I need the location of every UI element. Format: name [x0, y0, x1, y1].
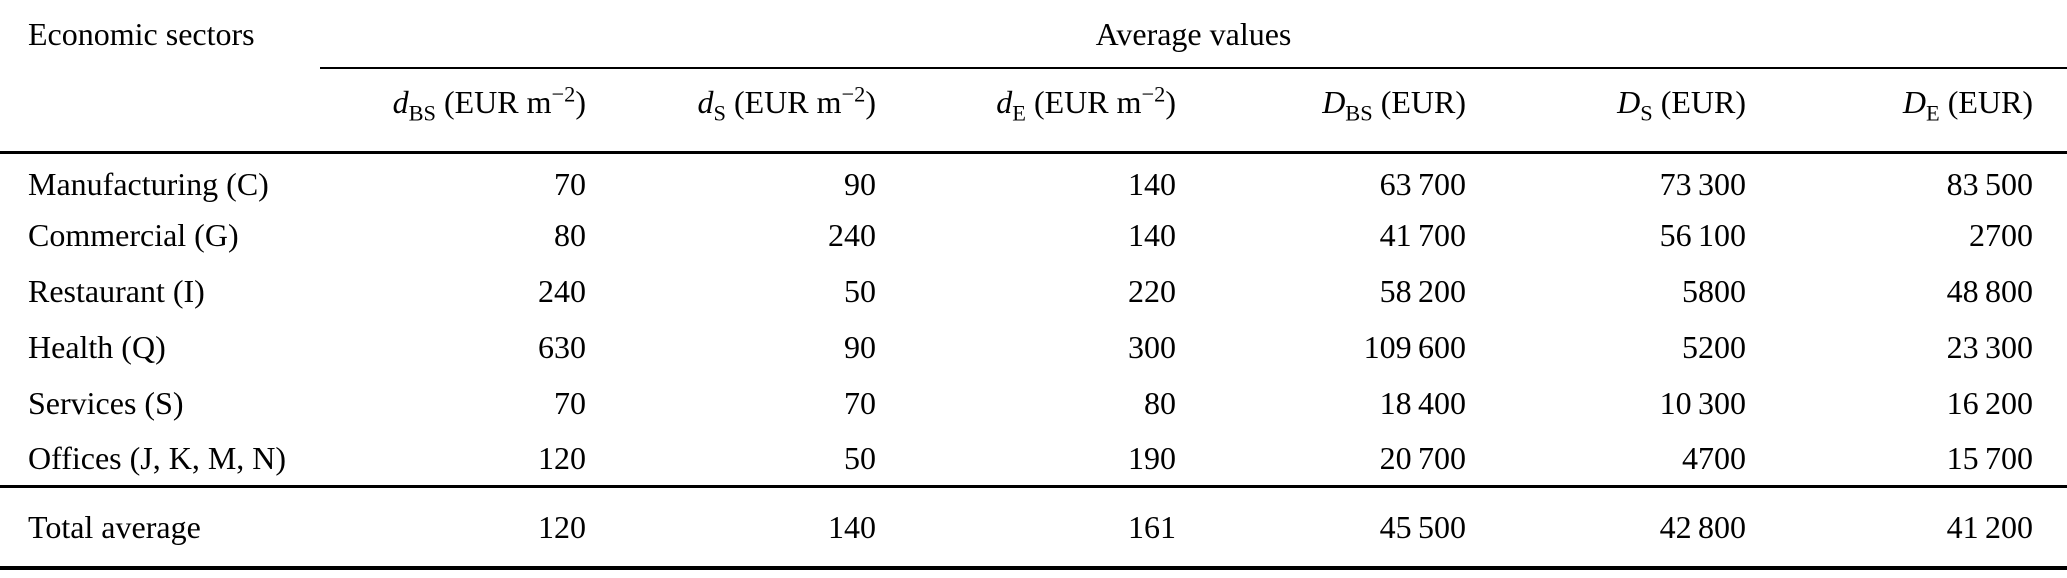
column-superscript: −2: [841, 81, 866, 107]
group-header-row: Economic sectors Average values: [0, 4, 2067, 69]
value-cell: 20 700: [1379, 439, 1466, 476]
value-cell: 58 200: [1379, 272, 1466, 309]
value-cell: 2700: [1969, 217, 2033, 254]
column-unit-close: ): [1165, 84, 1176, 121]
table-row-manufacturing: Manufacturing (C) 70 90 140 63 700 73 30…: [0, 152, 2067, 208]
value-cell: 45 500: [1210, 485, 1500, 571]
value-cell: 18 400: [1379, 384, 1466, 421]
value-cell: 120: [538, 439, 586, 476]
sector-cell: Commercial (G): [28, 217, 239, 254]
value-cell: 300: [1128, 328, 1176, 365]
column-unit-close: ): [575, 84, 586, 121]
table-header: Economic sectors Average values dBS (EUR…: [0, 4, 2067, 154]
economic-sectors-table: Economic sectors Average values dBS (EUR…: [0, 4, 2067, 571]
empty-corner-cell: [0, 68, 320, 154]
value-cell: 5200: [1682, 328, 1746, 365]
value-cell: 190: [1128, 439, 1176, 476]
value-cell: 23 300: [1946, 328, 2033, 365]
value-cell: 10 300: [1659, 384, 1746, 421]
table-body: Manufacturing (C) 70 90 140 63 700 73 30…: [0, 152, 2067, 571]
column-subscript: BS: [408, 100, 436, 126]
value-cell: 50: [844, 439, 876, 476]
column-header-cap-ds: DS (EUR): [1500, 68, 1780, 154]
column-subscript: E: [1926, 100, 1940, 126]
sector-cell: Restaurant (I): [28, 272, 205, 309]
value-cell: 80: [554, 217, 586, 254]
value-cell: 48 800: [1946, 272, 2033, 309]
column-subscript: S: [713, 100, 726, 126]
corner-header: Economic sectors: [28, 16, 255, 52]
column-unit-close: ): [865, 84, 876, 121]
value-cell: 630: [538, 328, 586, 365]
value-cell: 140: [1128, 217, 1176, 254]
column-symbol: d: [697, 84, 714, 121]
table-row-services: Services (S) 70 70 80 18 400 10 300 16 2…: [0, 375, 2067, 431]
value-cell: 83 500: [1946, 166, 2033, 203]
column-superscript: −2: [551, 81, 576, 107]
value-cell: 90: [844, 166, 876, 203]
value-cell: 90: [844, 328, 876, 365]
column-unit: (EUR m: [435, 84, 552, 121]
table-row-restaurant: Restaurant (I) 240 50 220 58 200 5800 48…: [0, 264, 2067, 320]
sector-cell: Services (S): [28, 384, 184, 421]
value-cell: 140: [620, 485, 910, 571]
value-cell: 16 200: [1946, 384, 2033, 421]
column-symbol: D: [1902, 84, 1926, 121]
column-symbol: d: [996, 84, 1013, 121]
sector-cell: Health (Q): [28, 328, 166, 365]
sector-cell: Total average: [0, 485, 320, 571]
column-symbol: d: [392, 84, 409, 121]
value-cell: 70: [554, 166, 586, 203]
table-row-health: Health (Q) 630 90 300 109 600 5200 23 30…: [0, 319, 2067, 375]
column-superscript: −2: [1141, 81, 1166, 107]
column-header-row: dBS (EUR m−2) dS (EUR m−2) dE (EUR m−2) …: [0, 68, 2067, 154]
value-cell: 70: [844, 384, 876, 421]
sector-cell: Manufacturing (C): [28, 166, 269, 203]
value-cell: 41 700: [1379, 217, 1466, 254]
value-cell: 80: [1144, 384, 1176, 421]
column-unit: (EUR): [1939, 84, 2033, 121]
column-unit: (EUR m: [1025, 84, 1142, 121]
column-symbol: D: [1322, 84, 1346, 121]
value-cell: 109 600: [1363, 328, 1466, 365]
table-row-offices: Offices (J, K, M, N) 120 50 190 20 700 4…: [0, 431, 2067, 487]
column-unit: (EUR): [1372, 84, 1466, 121]
column-symbol: D: [1617, 84, 1641, 121]
sector-cell: Offices (J, K, M, N): [28, 439, 287, 476]
column-subscript: BS: [1345, 100, 1373, 126]
column-header-dbs: dBS (EUR m−2): [320, 68, 620, 154]
value-cell: 56 100: [1659, 217, 1746, 254]
table-row-total-average: Total average 120 140 161 45 500 42 800 …: [0, 485, 2067, 571]
value-cell: 15 700: [1946, 439, 2033, 476]
value-cell: 120: [320, 485, 620, 571]
column-unit: (EUR m: [725, 84, 842, 121]
column-header-de: dE (EUR m−2): [910, 68, 1210, 154]
column-subscript: S: [1640, 100, 1653, 126]
value-cell: 42 800: [1500, 485, 1780, 571]
value-cell: 73 300: [1659, 166, 1746, 203]
value-cell: 240: [538, 272, 586, 309]
column-unit: (EUR): [1652, 84, 1746, 121]
value-cell: 140: [1128, 166, 1176, 203]
value-cell: 70: [554, 384, 586, 421]
table-row-commercial: Commercial (G) 80 240 140 41 700 56 100 …: [0, 208, 2067, 264]
value-cell: 5800: [1682, 272, 1746, 309]
column-header-cap-de: DE (EUR): [1780, 68, 2067, 154]
column-header-ds: dS (EUR m−2): [620, 68, 910, 154]
value-cell: 161: [910, 485, 1210, 571]
value-cell: 240: [828, 217, 876, 254]
value-cell: 220: [1128, 272, 1176, 309]
value-cell: 63 700: [1379, 166, 1466, 203]
group-header: Average values: [320, 4, 2067, 69]
value-cell: 4700: [1682, 439, 1746, 476]
value-cell: 50: [844, 272, 876, 309]
column-subscript: E: [1012, 100, 1026, 126]
value-cell: 41 200: [1780, 485, 2067, 571]
column-header-cap-dbs: DBS (EUR): [1210, 68, 1500, 154]
